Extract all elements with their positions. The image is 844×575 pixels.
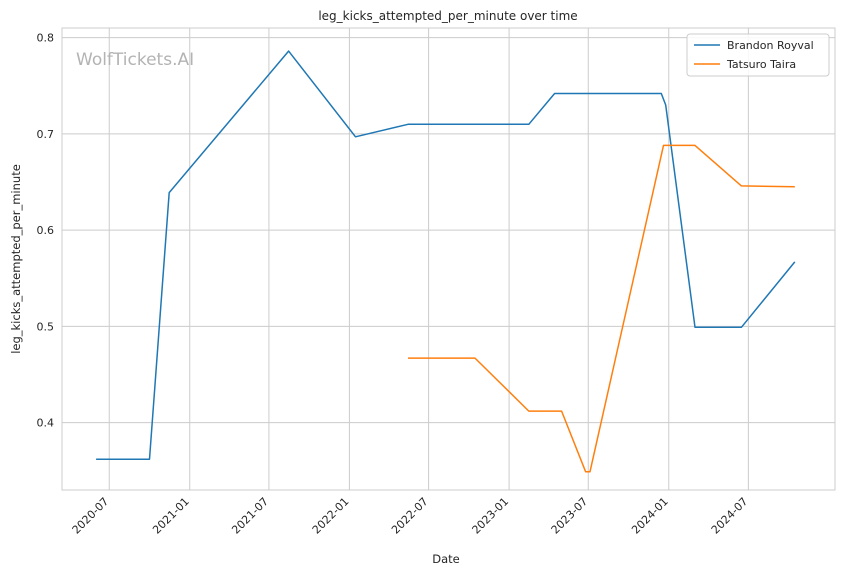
y-tick-label: 0.5 (37, 320, 55, 333)
watermark: WolfTickets.AI (76, 50, 194, 70)
grid-lines (62, 28, 835, 490)
x-axis-title: Date (432, 552, 460, 566)
x-tick-label: 2021-01 (150, 495, 192, 537)
x-tick-label: 2022-01 (310, 495, 352, 537)
plot-frame (61, 27, 836, 491)
x-tick-label: 2021-07 (229, 495, 271, 537)
legend-label-1: Brandon Royval (727, 39, 814, 52)
series-line-2 (408, 144, 795, 473)
legend-box (686, 33, 830, 77)
x-tick-labels: 2020-07 2021-01 2021-07 2022-01 2022-07 2023-… (70, 495, 751, 537)
y-tick-label: 0.6 (37, 224, 55, 237)
y-tick-label: 0.8 (37, 32, 55, 45)
series-line-1 (96, 50, 796, 460)
x-tick-label: 2023-07 (549, 495, 591, 537)
x-tick-label: 2024-01 (629, 495, 671, 537)
y-tick-label: 0.4 (37, 417, 55, 430)
y-axis-title: leg_kicks_attempted_per_minute (9, 164, 23, 354)
x-tick-label: 2022-07 (389, 495, 431, 537)
x-tick-label: 2023-01 (470, 495, 512, 537)
x-tick-label: 2020-07 (70, 495, 112, 537)
legend: Brandon Royval Tatsuro Taira (686, 33, 830, 77)
y-tick-label: 0.7 (37, 128, 55, 141)
series-group (96, 50, 796, 473)
chart-title: leg_kicks_attempted_per_minute over time (318, 9, 577, 23)
x-tick-label: 2024-07 (709, 495, 751, 537)
legend-label-2: Tatsuro Taira (726, 58, 796, 71)
y-tick-labels: 0.4 0.5 0.6 0.7 0.8 (37, 32, 55, 430)
